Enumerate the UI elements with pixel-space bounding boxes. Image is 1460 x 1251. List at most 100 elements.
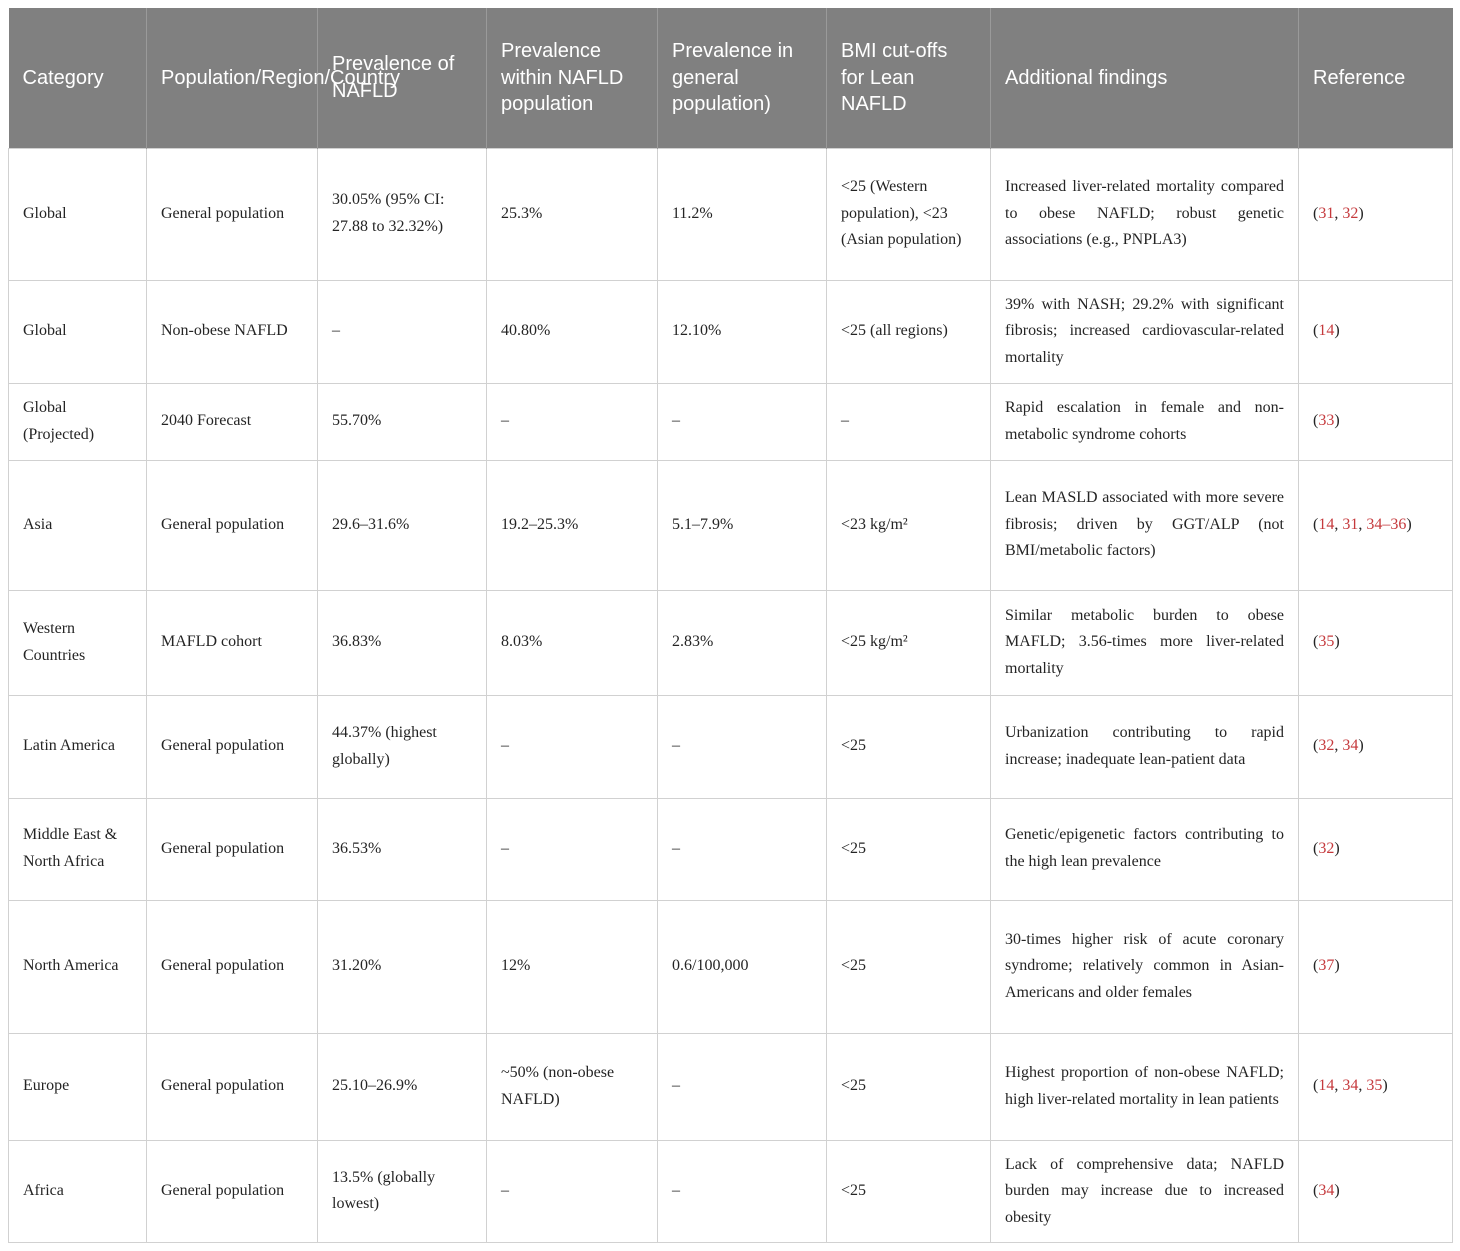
cell-prevalence-nafld: – <box>317 279 487 384</box>
header-row: Category Population/Region/Country Preva… <box>8 8 1453 148</box>
cell-bmi-cutoffs: <23 kg/m² <box>826 459 991 591</box>
cell-population: 2040 Forecast <box>146 382 318 461</box>
cell-population: General population <box>146 797 318 901</box>
cell-population: MAFLD cohort <box>146 589 318 696</box>
cell-prevalence-nafld: 55.70% <box>317 382 487 461</box>
cell-reference: (14, 31, 34–36) <box>1298 459 1453 591</box>
cell-additional-findings: Lack of comprehensive data; NAFLD burden… <box>990 1139 1299 1244</box>
cell-additional-findings: Highest proportion of non-obese NAFLD; h… <box>990 1032 1299 1141</box>
lean-nafld-prevalence-table: Category Population/Region/Country Preva… <box>8 8 1453 1244</box>
cell-prevalence-general: – <box>657 694 827 799</box>
citation-link[interactable]: 32 <box>1318 839 1335 857</box>
table-row: Global (Projected) 2040 Forecast 55.70% … <box>8 382 1453 461</box>
cell-prevalence-nafld: 29.6–31.6% <box>317 459 487 591</box>
cell-prevalence-within-nafld: 12% <box>486 899 658 1034</box>
cell-prevalence-general: 2.83% <box>657 589 827 696</box>
citation-link[interactable]: 37 <box>1318 957 1335 975</box>
cell-prevalence-nafld: 44.37% (highest globally) <box>317 694 487 799</box>
cell-reference: (32) <box>1298 797 1453 901</box>
cell-prevalence-general: – <box>657 1139 827 1244</box>
cell-category: North America <box>8 899 147 1034</box>
table-body: Global General population 30.05% (95% CI… <box>8 147 1453 1244</box>
citation-link[interactable]: 14 <box>1318 515 1335 533</box>
cell-reference: (34) <box>1298 1139 1453 1244</box>
citation-link[interactable]: 32 <box>1342 204 1359 222</box>
citation-link[interactable]: 14 <box>1318 322 1335 340</box>
citation-link[interactable]: 14 <box>1318 1077 1335 1095</box>
citation-link[interactable]: 34 <box>1318 1182 1335 1200</box>
cell-population: General population <box>146 694 318 799</box>
cell-bmi-cutoffs: <25 <box>826 899 991 1034</box>
table-row: Global Non-obese NAFLD – 40.80% 12.10% <… <box>8 279 1453 384</box>
column-header-additional-findings: Additional findings <box>990 8 1299 148</box>
cell-prevalence-general: – <box>657 1032 827 1141</box>
column-header-population-region-country: Population/Region/Country <box>146 8 400 148</box>
cell-population: Non-obese NAFLD <box>146 279 318 384</box>
cell-category: Middle East & North Africa <box>8 797 147 901</box>
column-header-reference: Reference <box>1298 8 1453 148</box>
citation-link[interactable]: 34–36 <box>1366 515 1407 533</box>
cell-reference: (33) <box>1298 382 1453 461</box>
table-row: Europe General population 25.10–26.9% ~5… <box>8 1032 1453 1141</box>
cell-reference: (31, 32) <box>1298 147 1453 281</box>
cell-population: General population <box>146 147 318 281</box>
cell-bmi-cutoffs: <25 <box>826 1139 991 1244</box>
cell-prevalence-nafld: 30.05% (95% CI: 27.88 to 32.32%) <box>317 147 487 281</box>
cell-category: Global <box>8 279 147 384</box>
cell-additional-findings: Genetic/epigenetic factors contributing … <box>990 797 1299 901</box>
citation-link[interactable]: 34 <box>1342 1077 1359 1095</box>
cell-category: Africa <box>8 1139 147 1244</box>
cell-prevalence-within-nafld: 25.3% <box>486 147 658 281</box>
cell-prevalence-general: – <box>657 797 827 901</box>
table-row: Africa General population 13.5% (globall… <box>8 1139 1453 1244</box>
citation-link[interactable]: 35 <box>1318 633 1335 651</box>
column-header-prevalence-of-nafld: Prevalence of NAFLD <box>317 8 487 148</box>
cell-category: Latin America <box>8 694 147 799</box>
cell-population: General population <box>146 899 318 1034</box>
cell-prevalence-within-nafld: – <box>486 797 658 901</box>
cell-prevalence-within-nafld: ~50% (non-obese NAFLD) <box>486 1032 658 1141</box>
citation-link[interactable]: 31 <box>1342 515 1359 533</box>
citation-link[interactable]: 34 <box>1342 737 1359 755</box>
cell-additional-findings: Rapid escalation in female and non-metab… <box>990 382 1299 461</box>
column-header-category: Category <box>8 8 147 148</box>
cell-population: General population <box>146 1032 318 1141</box>
cell-bmi-cutoffs: <25 <box>826 694 991 799</box>
cell-additional-findings: 30-times higher risk of acute coronary s… <box>990 899 1299 1034</box>
cell-reference: (35) <box>1298 589 1453 696</box>
table-row: North America General population 31.20% … <box>8 899 1453 1034</box>
cell-bmi-cutoffs: – <box>826 382 991 461</box>
table-row: Global General population 30.05% (95% CI… <box>8 147 1453 281</box>
cell-population: General population <box>146 1139 318 1244</box>
cell-additional-findings: Urbanization contributing to rapid incre… <box>990 694 1299 799</box>
cell-prevalence-general: 0.6/100,000 <box>657 899 827 1034</box>
table-row: Asia General population 29.6–31.6% 19.2–… <box>8 459 1453 591</box>
citation-link[interactable]: 31 <box>1318 204 1335 222</box>
cell-prevalence-nafld: 13.5% (globally lowest) <box>317 1139 487 1244</box>
cell-bmi-cutoffs: <25 (all regions) <box>826 279 991 384</box>
cell-category: Global <box>8 147 147 281</box>
cell-prevalence-general: 5.1–7.9% <box>657 459 827 591</box>
cell-prevalence-general: 11.2% <box>657 147 827 281</box>
citation-link[interactable]: 35 <box>1366 1077 1383 1095</box>
cell-prevalence-within-nafld: – <box>486 694 658 799</box>
cell-prevalence-general: 12.10% <box>657 279 827 384</box>
column-header-bmi-cutoffs: BMI cut-offs for Lean NAFLD <box>826 8 991 148</box>
cell-additional-findings: Increased liver-related mortality compar… <box>990 147 1299 281</box>
cell-reference: (37) <box>1298 899 1453 1034</box>
table-row: Latin America General population 44.37% … <box>8 694 1453 799</box>
table-header: Category Population/Region/Country Preva… <box>8 8 1453 148</box>
table-row: Middle East & North Africa General popul… <box>8 797 1453 901</box>
cell-reference: (14, 34, 35) <box>1298 1032 1453 1141</box>
cell-prevalence-nafld: 25.10–26.9% <box>317 1032 487 1141</box>
cell-prevalence-nafld: 36.83% <box>317 589 487 696</box>
cell-category: Global (Projected) <box>8 382 147 461</box>
cell-prevalence-within-nafld: – <box>486 382 658 461</box>
cell-category: Asia <box>8 459 147 591</box>
cell-reference: (14) <box>1298 279 1453 384</box>
citation-link[interactable]: 32 <box>1318 737 1335 755</box>
citation-link[interactable]: 33 <box>1318 412 1335 430</box>
cell-prevalence-within-nafld: 8.03% <box>486 589 658 696</box>
cell-prevalence-nafld: 31.20% <box>317 899 487 1034</box>
